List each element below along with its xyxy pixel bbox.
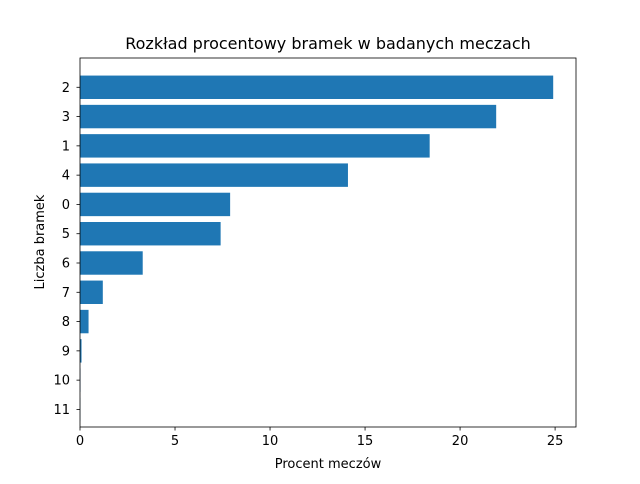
bar-8 bbox=[80, 310, 89, 333]
y-tick-label-5: 5 bbox=[62, 227, 70, 242]
y-tick-label-4: 4 bbox=[62, 169, 70, 184]
chart-title: Rozkład procentowy bramek w badanych mec… bbox=[125, 34, 531, 53]
y-tick-label-3: 3 bbox=[62, 110, 70, 125]
bar-2 bbox=[80, 76, 553, 99]
y-tick-label-6: 6 bbox=[62, 257, 70, 272]
x-tick-label-0: 0 bbox=[76, 434, 84, 449]
y-tick-label-0: 0 bbox=[62, 198, 70, 213]
x-tick-label-5: 5 bbox=[171, 434, 179, 449]
y-tick-label-9: 9 bbox=[62, 344, 70, 359]
y-tick-label-1: 1 bbox=[62, 139, 70, 154]
x-tick-label-15: 15 bbox=[357, 434, 374, 449]
x-tick-label-25: 25 bbox=[547, 434, 564, 449]
y-tick-label-7: 7 bbox=[62, 286, 70, 301]
bar-5 bbox=[80, 222, 221, 245]
bar-0 bbox=[80, 193, 230, 216]
y-tick-label-8: 8 bbox=[62, 315, 70, 330]
bar-7 bbox=[80, 281, 103, 304]
bar-3 bbox=[80, 105, 496, 128]
x-axis-label: Procent meczów bbox=[275, 457, 382, 472]
x-tick-label-20: 20 bbox=[452, 434, 469, 449]
y-axis-label: Liczba bramek bbox=[33, 194, 48, 289]
bar-6 bbox=[80, 251, 143, 274]
y-tick-label-10: 10 bbox=[53, 374, 70, 389]
y-tick-label-2: 2 bbox=[62, 81, 70, 96]
x-tick-label-10: 10 bbox=[262, 434, 279, 449]
bar-4 bbox=[80, 163, 348, 186]
bar-1 bbox=[80, 134, 430, 157]
y-tick-label-11: 11 bbox=[53, 403, 70, 418]
